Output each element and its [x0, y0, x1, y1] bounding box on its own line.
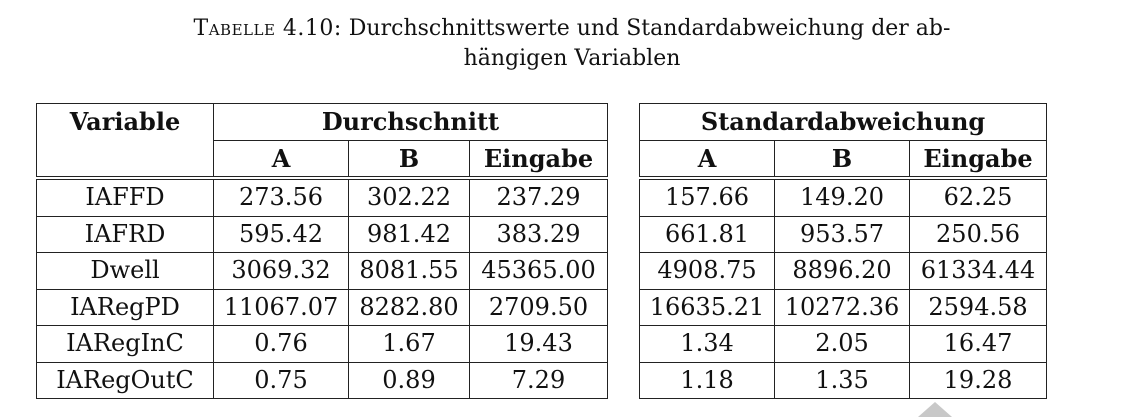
- cell-mean-a: 0.76: [213, 325, 349, 363]
- cell-gap: [607, 178, 641, 216]
- table-caption: Tabelle 4.10: Durchschnittswerte und Sta…: [0, 14, 1144, 74]
- header-gap: [607, 103, 641, 140]
- cell-sd-b: 10272.36: [774, 288, 911, 326]
- cell-sd-eingabe: 16.47: [909, 325, 1048, 363]
- cell-mean-b: 1.67: [348, 325, 470, 363]
- cell-gap: [607, 289, 641, 326]
- cell-mean-eingabe: 2709.50: [468, 288, 609, 326]
- cell-mean-a: 3069.32: [213, 252, 349, 290]
- cell-mean-b: 981.42: [348, 215, 470, 253]
- cell-mean-b: 8282.80: [348, 288, 470, 326]
- cell-sd-b: 1.35: [774, 361, 911, 399]
- caption-text-1: Durchschnittswerte und Standardabweichun…: [348, 16, 951, 41]
- row-variable-cell: IAFFD: [36, 177, 214, 217]
- cell-sd-a: 1.18: [639, 361, 776, 399]
- cell-sd-b: 149.20: [774, 177, 911, 217]
- cell-sd-a: 4908.75: [639, 252, 776, 290]
- table-body: IAFFD 273.56 302.22 237.29 157.66 149.20 62.25…: [36, 177, 1048, 399]
- cell-sd-eingabe: 62.25: [909, 177, 1048, 217]
- cell-sd-b: 953.57: [774, 215, 911, 253]
- table-row: IARegOutC 0.75 0.89 7.29 1.18 1.35 19.28: [36, 361, 1048, 399]
- subheader-mean-a: A: [213, 139, 349, 180]
- cell-gap: [607, 252, 641, 289]
- subheader-gap: [607, 140, 641, 178]
- cell-mean-eingabe: 383.29: [468, 215, 609, 253]
- cell-mean-b: 0.89: [348, 361, 470, 399]
- cell-mean-a: 11067.07: [213, 288, 349, 326]
- cell-sd-eingabe: 61334.44: [909, 252, 1048, 290]
- subheader-sd-a: A: [639, 139, 776, 180]
- cell-sd-b: 8896.20: [774, 252, 911, 290]
- row-variable-cell: IAFRD: [36, 215, 214, 253]
- subheader-empty: [36, 140, 214, 180]
- header-variable: Variable: [36, 103, 214, 140]
- cell-mean-eingabe: 237.29: [468, 177, 609, 217]
- header-row: Variable Durchschnitt Standardabweichung: [36, 103, 1048, 141]
- cell-sd-eingabe: 2594.58: [909, 288, 1048, 326]
- subheader-sd-b: B: [774, 139, 911, 180]
- caption-label: Tabelle 4.10:: [193, 16, 342, 41]
- cell-mean-a: 0.75: [213, 361, 349, 399]
- cell-sd-b: 2.05: [774, 325, 911, 363]
- cell-gap: [607, 216, 641, 253]
- cell-mean-b: 302.22: [348, 177, 470, 217]
- caption-line-1: Tabelle 4.10: Durchschnittswerte und Sta…: [0, 14, 1144, 44]
- header-mean-group: Durchschnitt: [212, 103, 609, 141]
- cell-gap: [607, 325, 641, 362]
- row-variable-cell: IARegPD: [36, 288, 214, 326]
- cell-sd-eingabe: 250.56: [909, 215, 1048, 253]
- cell-sd-eingabe: 19.28: [909, 361, 1048, 399]
- cell-sd-a: 157.66: [639, 177, 776, 217]
- caption-line-2: hängigen Variablen: [463, 46, 681, 71]
- cell-mean-eingabe: 19.43: [468, 325, 609, 363]
- header-sd-group: Standardabweichung: [639, 103, 1048, 141]
- cell-sd-a: 661.81: [639, 215, 776, 253]
- table-row: IARegPD 11067.07 8282.80 2709.50 16635.21 102…: [36, 288, 1048, 326]
- cell-mean-eingabe: 7.29: [468, 361, 609, 399]
- cell-sd-a: 16635.21: [639, 288, 776, 326]
- table-row: IAFRD 595.42 981.42 383.29 661.81 953.57 250.5…: [36, 215, 1048, 253]
- table-row: IAFFD 273.56 302.22 237.29 157.66 149.20 62.25: [36, 177, 1048, 217]
- row-variable-cell: Dwell: [36, 252, 214, 290]
- page-curl-corner: [918, 402, 952, 417]
- table-row: Dwell 3069.32 8081.55 45365.00 4908.75 8896.2…: [36, 252, 1048, 290]
- table-row: IARegInC 0.76 1.67 19.43 1.34 2.05 16.47: [36, 325, 1048, 363]
- cell-mean-eingabe: 45365.00: [468, 252, 609, 290]
- subheader-sd-eingabe: Eingabe: [909, 139, 1048, 180]
- results-table: Variable Durchschnitt Standardabweichung…: [36, 103, 1048, 399]
- row-variable-cell: IARegInC: [36, 325, 214, 363]
- cell-gap: [607, 362, 641, 399]
- cell-sd-a: 1.34: [639, 325, 776, 363]
- subheader-row: A B Eingabe A B Eingabe: [36, 139, 1048, 180]
- row-variable-cell: IARegOutC: [36, 361, 214, 399]
- subheader-mean-b: B: [348, 139, 470, 180]
- cell-mean-b: 8081.55: [348, 252, 470, 290]
- subheader-mean-eingabe: Eingabe: [468, 139, 609, 180]
- cell-mean-a: 595.42: [213, 215, 349, 253]
- cell-mean-a: 273.56: [213, 177, 349, 217]
